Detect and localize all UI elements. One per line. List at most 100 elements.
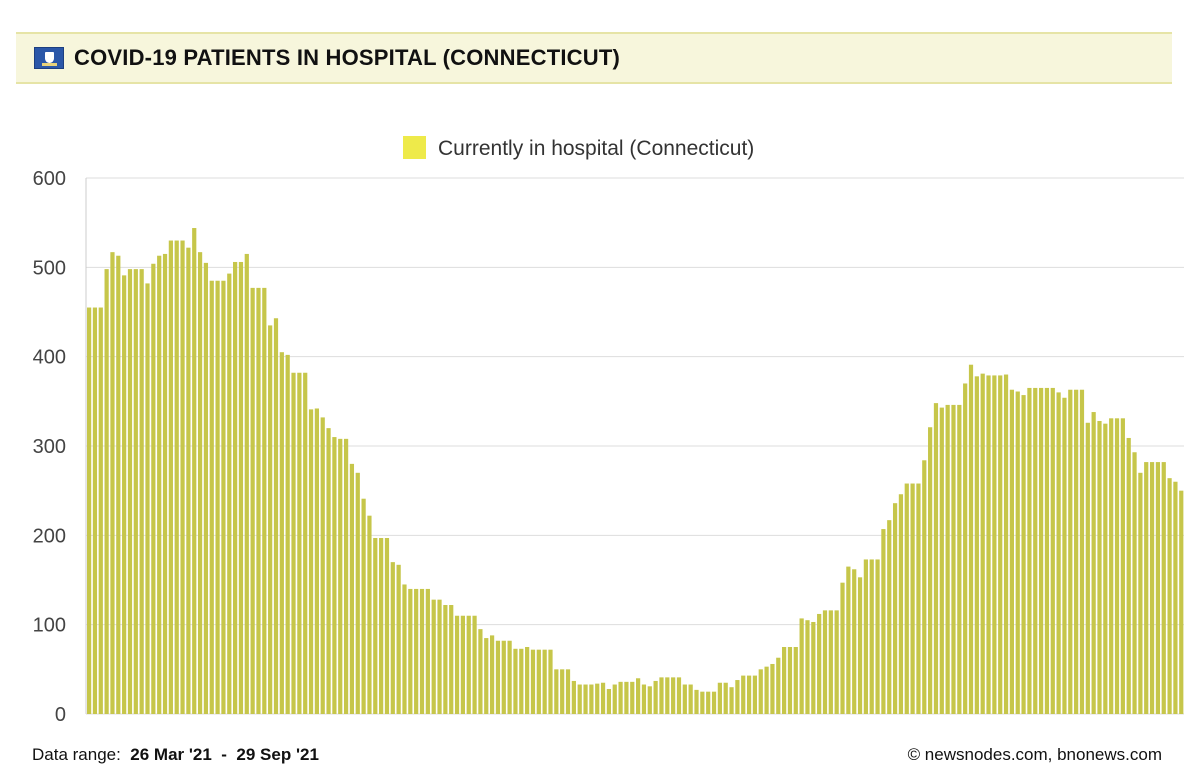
bar[interactable] bbox=[133, 269, 138, 714]
bar[interactable] bbox=[215, 280, 220, 714]
bar[interactable] bbox=[565, 669, 571, 714]
bar[interactable] bbox=[127, 269, 133, 714]
bar[interactable] bbox=[1038, 387, 1044, 714]
bar[interactable] bbox=[560, 669, 565, 714]
bar[interactable] bbox=[343, 438, 349, 714]
bar[interactable] bbox=[577, 684, 582, 714]
bar[interactable] bbox=[1149, 462, 1155, 714]
bar[interactable] bbox=[857, 577, 863, 714]
bar[interactable] bbox=[980, 373, 985, 714]
bar[interactable] bbox=[332, 437, 337, 714]
bar[interactable] bbox=[174, 240, 179, 714]
bar[interactable] bbox=[1109, 418, 1114, 714]
bar[interactable] bbox=[630, 681, 635, 714]
bar[interactable] bbox=[203, 262, 209, 714]
bar[interactable] bbox=[268, 325, 273, 714]
bar[interactable] bbox=[279, 352, 284, 714]
bar[interactable] bbox=[1068, 389, 1073, 714]
bar[interactable] bbox=[700, 691, 705, 714]
bar[interactable] bbox=[741, 675, 746, 714]
bar[interactable] bbox=[157, 255, 162, 714]
bar[interactable] bbox=[554, 669, 559, 714]
bar[interactable] bbox=[361, 498, 366, 714]
bar[interactable] bbox=[928, 427, 933, 714]
bar[interactable] bbox=[776, 657, 781, 714]
bar[interactable] bbox=[221, 280, 226, 714]
bar[interactable] bbox=[238, 261, 244, 714]
bar[interactable] bbox=[390, 562, 395, 714]
bar[interactable] bbox=[1074, 389, 1079, 714]
bar[interactable] bbox=[425, 588, 430, 714]
bar[interactable] bbox=[349, 463, 355, 714]
bar[interactable] bbox=[530, 649, 536, 714]
bar[interactable] bbox=[116, 255, 121, 714]
bar[interactable] bbox=[384, 538, 390, 714]
bar[interactable] bbox=[618, 681, 623, 714]
bar[interactable] bbox=[828, 610, 833, 714]
bar[interactable] bbox=[466, 615, 471, 714]
bar[interactable] bbox=[822, 610, 828, 714]
bar[interactable] bbox=[665, 677, 670, 714]
bar[interactable] bbox=[624, 681, 629, 714]
bar[interactable] bbox=[478, 629, 483, 714]
bar[interactable] bbox=[834, 610, 839, 714]
bar[interactable] bbox=[852, 569, 857, 714]
legend[interactable]: Currently in hospital (Connecticut) bbox=[403, 136, 754, 160]
bar[interactable] bbox=[688, 684, 693, 714]
bar[interactable] bbox=[1091, 412, 1096, 714]
bar[interactable] bbox=[110, 252, 115, 714]
bar[interactable] bbox=[1120, 418, 1125, 714]
bar[interactable] bbox=[600, 682, 606, 714]
bar[interactable] bbox=[367, 515, 372, 714]
bar[interactable] bbox=[513, 648, 518, 714]
bar[interactable] bbox=[1050, 387, 1055, 714]
bar[interactable] bbox=[1155, 462, 1161, 714]
bar[interactable] bbox=[373, 538, 378, 714]
bar[interactable] bbox=[454, 615, 460, 714]
bar[interactable] bbox=[326, 428, 331, 714]
bar[interactable] bbox=[612, 684, 617, 714]
bar[interactable] bbox=[414, 588, 419, 714]
bar[interactable] bbox=[525, 647, 530, 714]
bar[interactable] bbox=[542, 649, 547, 714]
bar[interactable] bbox=[519, 648, 524, 714]
bar[interactable] bbox=[168, 240, 173, 714]
bar[interactable] bbox=[314, 408, 319, 714]
bar[interactable] bbox=[682, 684, 687, 714]
bar[interactable] bbox=[320, 417, 325, 714]
bar[interactable] bbox=[951, 404, 956, 714]
bar[interactable] bbox=[186, 247, 191, 714]
bar[interactable] bbox=[501, 640, 506, 714]
bar[interactable] bbox=[711, 691, 717, 714]
bar[interactable] bbox=[1015, 391, 1020, 714]
bar[interactable] bbox=[396, 564, 401, 714]
bar[interactable] bbox=[1144, 462, 1149, 714]
bar[interactable] bbox=[916, 483, 921, 714]
bar[interactable] bbox=[758, 669, 763, 714]
bar[interactable] bbox=[846, 566, 851, 714]
bar[interactable] bbox=[1079, 389, 1085, 714]
bar[interactable] bbox=[92, 307, 98, 714]
bar[interactable] bbox=[1173, 481, 1178, 714]
bar[interactable] bbox=[495, 640, 501, 714]
bar[interactable] bbox=[443, 605, 448, 714]
bar[interactable] bbox=[291, 372, 296, 714]
bar[interactable] bbox=[595, 683, 600, 714]
bar[interactable] bbox=[764, 666, 769, 714]
bar[interactable] bbox=[1056, 392, 1061, 714]
bar[interactable] bbox=[273, 318, 279, 714]
bar[interactable] bbox=[192, 228, 197, 714]
bar[interactable] bbox=[122, 275, 127, 714]
bar[interactable] bbox=[180, 240, 185, 714]
bar[interactable] bbox=[1009, 389, 1014, 714]
bar[interactable] bbox=[898, 494, 904, 714]
bar[interactable] bbox=[1085, 422, 1090, 714]
bar[interactable] bbox=[939, 407, 944, 714]
bar[interactable] bbox=[250, 287, 255, 714]
bar[interactable] bbox=[489, 635, 495, 714]
bar[interactable] bbox=[244, 253, 249, 714]
bar[interactable] bbox=[606, 688, 612, 714]
bar[interactable] bbox=[484, 638, 489, 714]
bar[interactable] bbox=[1003, 374, 1009, 714]
bar[interactable] bbox=[986, 375, 991, 714]
